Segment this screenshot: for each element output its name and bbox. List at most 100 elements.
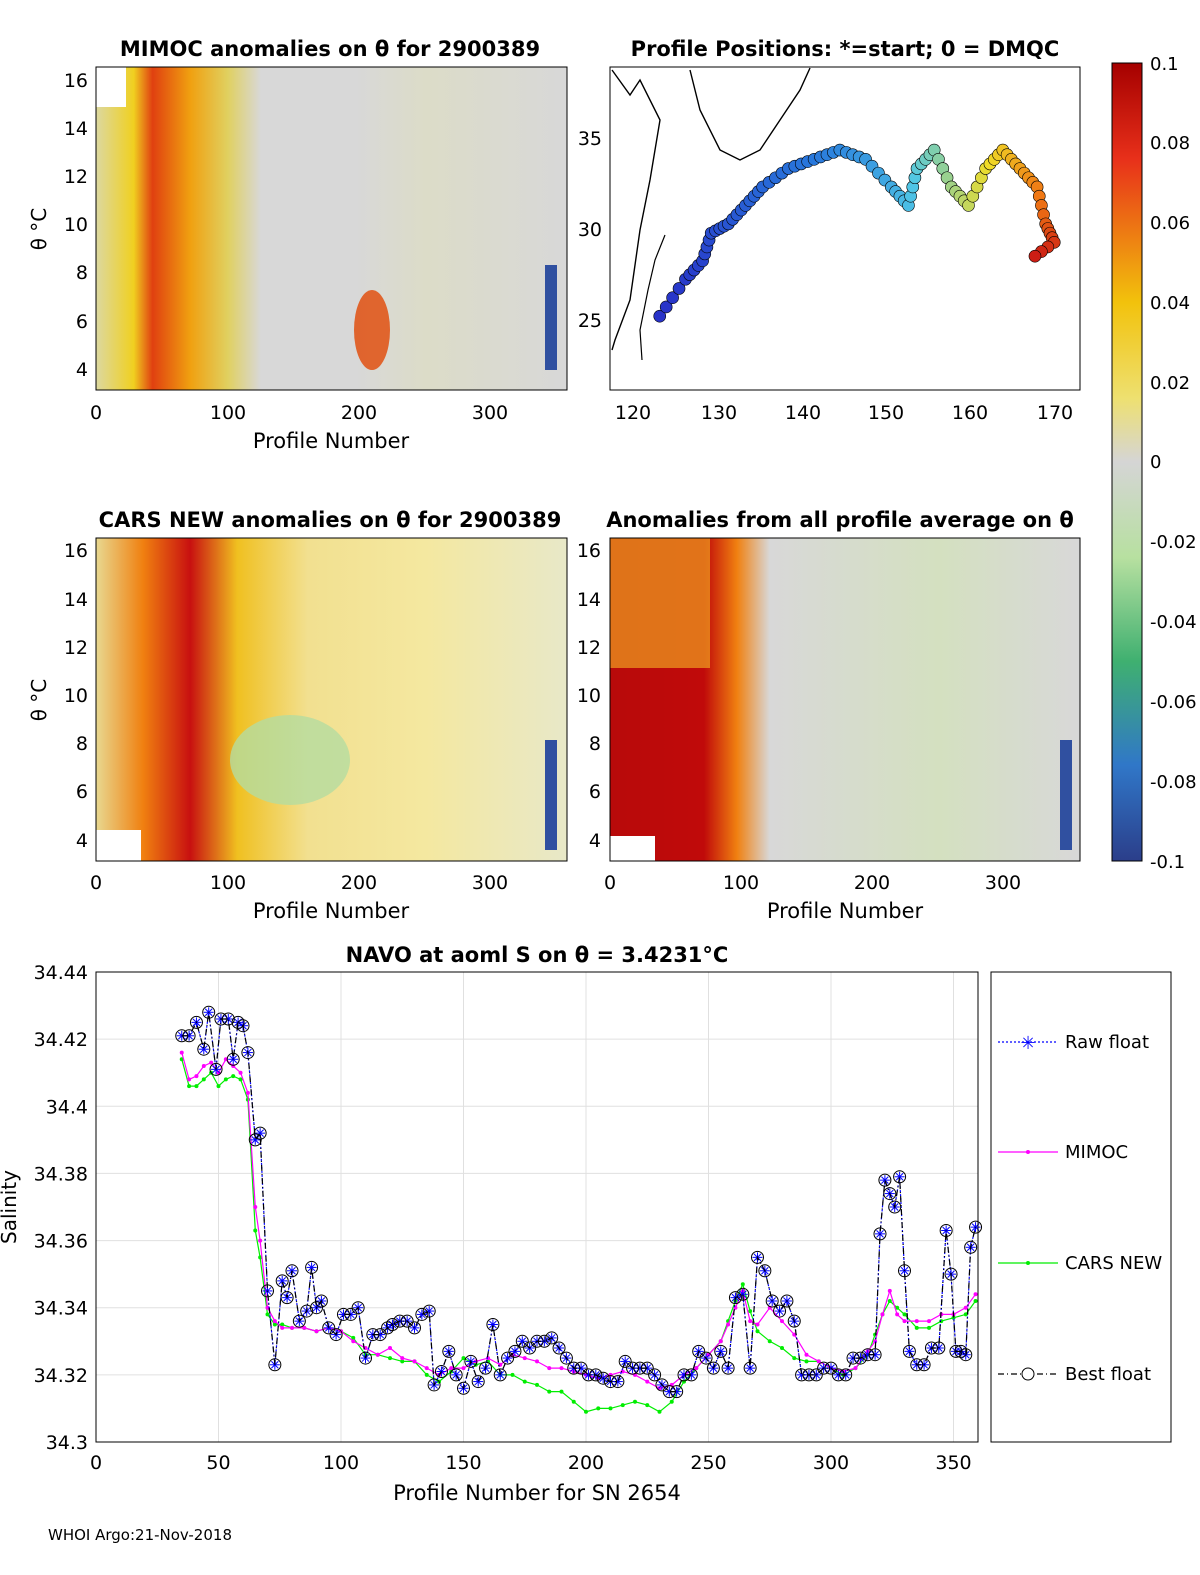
best-float-point [839, 1368, 853, 1382]
best-float-point [677, 1368, 691, 1382]
cars-cool-patch [230, 715, 350, 805]
chart-ylabel: Salinity [0, 1170, 21, 1244]
best-float-point [648, 1368, 662, 1382]
best-float-point [292, 1314, 306, 1328]
best-float-point [336, 1307, 350, 1321]
cars-new-point [792, 1356, 797, 1361]
cars-new-point [571, 1399, 576, 1404]
cars-new-point [280, 1322, 285, 1327]
cars-new-point [939, 1319, 944, 1324]
ytick: 6 [76, 781, 88, 803]
ytick: 25 [578, 310, 602, 332]
allavg-panel: Anomalies from all profile average on θ … [577, 508, 1081, 923]
map-frame [609, 66, 1081, 391]
best-float-point [910, 1358, 924, 1372]
cars-new-point [388, 1356, 392, 1361]
xtick: 100 [323, 1452, 359, 1474]
mimoc-point [302, 1325, 307, 1330]
best-float-point [236, 1019, 250, 1033]
cars-new-point [608, 1406, 613, 1411]
mimoc-point [963, 1305, 968, 1310]
cb-tick: 0.04 [1150, 293, 1190, 314]
cb-tick: 0.1 [1150, 54, 1179, 75]
xtick: 300 [813, 1452, 849, 1474]
best-float-point [932, 1341, 946, 1355]
best-float-point [329, 1328, 343, 1342]
xtick: 100 [210, 402, 246, 424]
ytick: 16 [64, 70, 88, 92]
mimoc-point [351, 1339, 356, 1344]
ytick: 30 [578, 219, 602, 241]
mimoc-point [238, 1070, 243, 1075]
best-float-point [868, 1348, 882, 1362]
chart-xlabel: Profile Number for SN 2654 [393, 1481, 681, 1505]
ytick: 4 [76, 830, 88, 852]
mimoc-point [804, 1352, 809, 1357]
raw-float-stroke [496, 1371, 505, 1379]
cars-new-point [216, 1084, 221, 1089]
mimoc-point [535, 1359, 539, 1364]
best-float-point [898, 1264, 911, 1278]
best-float-line [181, 1012, 977, 1393]
best-float-point [853, 1351, 867, 1365]
best-float-point [261, 1284, 274, 1298]
raw-float-point [970, 1222, 981, 1233]
best-float-point [626, 1361, 640, 1375]
mimoc-point [927, 1319, 931, 1324]
cars-new-point [645, 1403, 650, 1408]
best-float-point [596, 1371, 610, 1385]
cars-new-point [265, 1312, 270, 1317]
xtick: 200 [341, 872, 377, 894]
raw-float-point [875, 1228, 885, 1239]
legend-cars: CARS NEW [998, 1253, 1162, 1274]
legend-mimoc-label: MIMOC [1065, 1142, 1128, 1163]
mimoc-point [780, 1319, 784, 1324]
xtick: 100 [723, 872, 759, 894]
allavg-yticks: 16 14 12 10 8 6 4 [577, 540, 601, 852]
best-float-point [589, 1368, 603, 1382]
best-float-point [736, 1287, 750, 1301]
legend-raw-float: ✳ Raw float [998, 1032, 1149, 1054]
raw-float-point [323, 1322, 334, 1333]
mimoc-point [253, 1205, 258, 1209]
best-float-point [655, 1378, 669, 1392]
best-float-point [545, 1331, 559, 1345]
best-float-point [728, 1291, 742, 1305]
mimoc-point [412, 1359, 417, 1364]
best-float-point [809, 1368, 823, 1382]
cars-new-point [461, 1356, 466, 1361]
mimoc-point [645, 1379, 650, 1384]
best-float-point [268, 1358, 282, 1372]
xtick: 0 [604, 872, 616, 894]
raw-float-stroke [876, 1230, 884, 1238]
legend-box [990, 971, 1172, 1443]
raw-float-stroke [474, 1377, 483, 1386]
ytick: 34.32 [34, 1365, 88, 1387]
mimoc-yticks: 16 14 12 10 8 6 4 [64, 70, 88, 381]
best-float-point [633, 1361, 647, 1375]
mimoc-point [245, 1090, 250, 1095]
raw-float-point [767, 1296, 778, 1306]
raw-float-line [181, 1012, 977, 1393]
chart-series [175, 1005, 983, 1414]
xtick: 150 [868, 402, 904, 424]
cars-new-point [902, 1312, 907, 1317]
cb-tick: 0 [1150, 452, 1161, 473]
best-float-point [893, 1170, 907, 1184]
best-float-point [385, 1318, 399, 1331]
best-float-point [751, 1250, 764, 1264]
cars-new-point [633, 1399, 637, 1404]
mimoc-point [559, 1366, 564, 1371]
xtick: 120 [615, 402, 651, 424]
raw-float-stroke [489, 1320, 497, 1329]
ytick: 10 [64, 685, 88, 707]
best-float-point [415, 1307, 429, 1321]
best-float-point [457, 1381, 470, 1395]
best-float-point [662, 1385, 676, 1399]
best-float-point [479, 1361, 493, 1375]
best-float-point [493, 1368, 507, 1382]
cars-title: CARS NEW anomalies on θ for 2900389 [99, 508, 562, 532]
best-float-point [393, 1314, 407, 1328]
mimoc-point [179, 1050, 184, 1055]
mimoc-point [290, 1325, 294, 1330]
